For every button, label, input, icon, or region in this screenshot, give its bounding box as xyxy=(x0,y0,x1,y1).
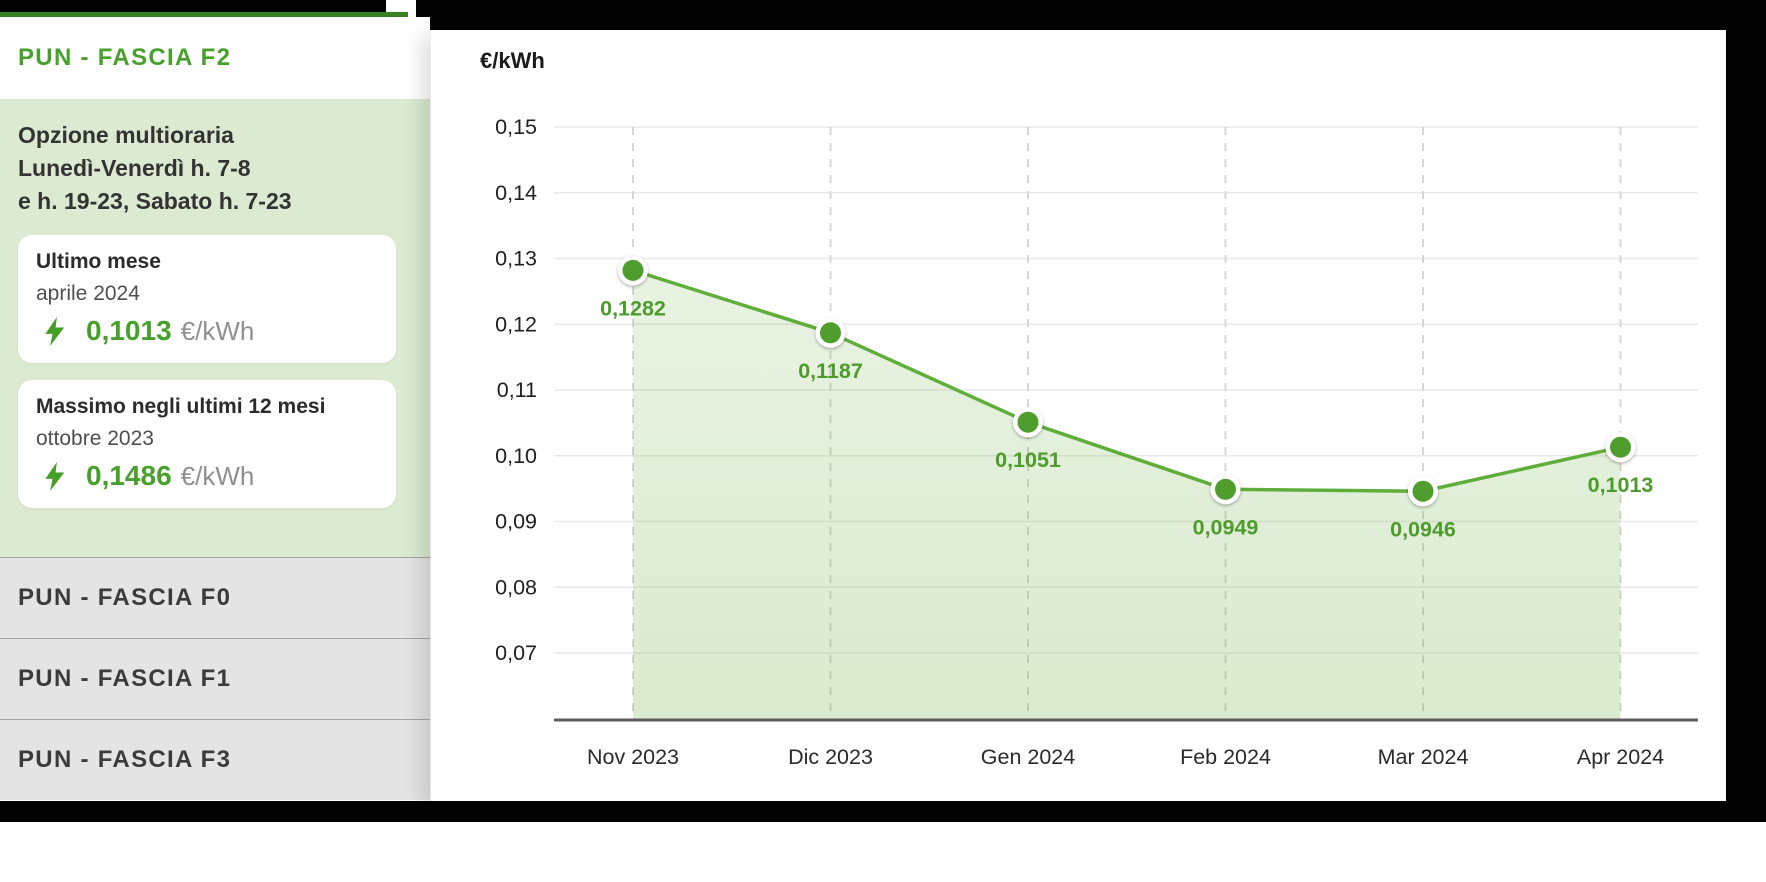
max-12-months-card: Massimo negli ultimi 12 mesi ottobre 202… xyxy=(18,380,396,508)
tab-pun-fascia-f1-label: PUN - FASCIA F1 xyxy=(18,665,232,692)
y-axis-tick: 0,07 xyxy=(495,641,537,665)
tab-pun-fascia-f2[interactable]: PUN - FASCIA F2 xyxy=(0,17,430,99)
y-axis-tick: 0,08 xyxy=(495,575,537,599)
data-point-label: 0,1282 xyxy=(600,296,666,320)
price-value: 0,1486 xyxy=(86,460,172,491)
card-value-row: 0,1486 €/kWh xyxy=(36,460,378,492)
sidebar: PUN - FASCIA F2 Opzione multioraria Lune… xyxy=(0,17,430,801)
card-title: Massimo negli ultimi 12 mesi xyxy=(36,395,326,418)
y-axis-tick: 0,14 xyxy=(495,181,537,205)
data-point-label: 0,1187 xyxy=(798,359,863,383)
y-axis-tick: 0,09 xyxy=(495,510,537,534)
data-point[interactable] xyxy=(1215,478,1236,500)
y-axis-tick: 0,13 xyxy=(495,247,537,271)
chart-panel: 0,15 0,14 0,13 0,12 0,11 0,10 0,09 0,08 0,07 0,12… xyxy=(431,30,1726,801)
tab-pun-fascia-f0-label: PUN - FASCIA F0 xyxy=(18,584,232,611)
data-point[interactable] xyxy=(1610,436,1631,458)
tab-pun-fascia-f2-label: PUN - FASCIA F2 xyxy=(18,44,232,71)
data-point[interactable] xyxy=(1017,411,1039,433)
card-title: Ultimo mese xyxy=(36,250,161,273)
data-point[interactable] xyxy=(622,259,644,281)
card-value-row: 0,1013 €/kWh xyxy=(36,315,378,347)
tab-pun-fascia-f3-label: PUN - FASCIA F3 xyxy=(18,746,232,773)
window-frame-top xyxy=(416,0,1766,30)
data-point-label: 0,1013 xyxy=(1588,473,1654,497)
band-description: Opzione multioraria Lunedì-Venerdì h. 7-… xyxy=(18,119,396,218)
x-axis-tick: Feb 2024 xyxy=(1180,745,1271,769)
price-value: 0,1013 xyxy=(86,315,172,346)
tab-pun-fascia-f1[interactable]: PUN - FASCIA F1 xyxy=(0,638,430,719)
tab-pun-fascia-f0[interactable]: PUN - FASCIA F0 xyxy=(0,557,430,638)
chart-unit-title: €/kWh xyxy=(480,48,545,73)
y-axis-tick: 0,12 xyxy=(495,312,537,336)
y-axis-tick: 0,10 xyxy=(495,444,537,468)
band-description-line: e h. 19-23, Sabato h. 7-23 xyxy=(18,188,292,214)
y-axis-tick: 0,11 xyxy=(497,378,537,402)
x-axis-tick: Mar 2024 xyxy=(1378,745,1469,769)
x-axis-tick: Apr 2024 xyxy=(1577,745,1664,769)
x-axis-tick: Gen 2024 xyxy=(981,745,1075,769)
data-point-label: 0,0946 xyxy=(1390,517,1456,541)
series-area-fill xyxy=(633,270,1621,720)
tab-pun-fascia-f3[interactable]: PUN - FASCIA F3 xyxy=(0,719,430,800)
card-subtitle: aprile 2024 xyxy=(36,282,140,305)
data-point[interactable] xyxy=(1412,480,1434,502)
price-trend-chart: 0,15 0,14 0,13 0,12 0,11 0,10 0,09 0,08 0,07 0,12… xyxy=(495,115,1698,769)
window-frame-top-left xyxy=(0,0,386,12)
latest-month-card: Ultimo mese aprile 2024 0,1013 €/kWh xyxy=(18,235,396,363)
inactive-tabs: PUN - FASCIA F0 PUN - FASCIA F1 PUN - FA… xyxy=(0,557,430,800)
price-unit: €/kWh xyxy=(180,460,255,491)
band-description-line: Lunedì-Venerdì h. 7-8 xyxy=(18,155,251,181)
window-frame-right xyxy=(1726,0,1766,822)
x-axis-tick: Dic 2023 xyxy=(788,745,873,769)
x-axis-tick: Nov 2023 xyxy=(587,745,679,769)
lightning-bolt-icon xyxy=(45,316,65,346)
data-point-label: 0,1051 xyxy=(995,448,1061,472)
window-frame-bottom xyxy=(0,801,1766,822)
band-info-panel: Opzione multioraria Lunedì-Venerdì h. 7-… xyxy=(0,99,430,557)
data-point[interactable] xyxy=(820,322,841,344)
data-point-label: 0,0949 xyxy=(1193,515,1259,539)
y-axis-tick: 0,15 xyxy=(495,115,537,139)
series-line xyxy=(631,268,1623,494)
lightning-bolt-icon xyxy=(45,461,65,491)
band-description-line: Opzione multioraria xyxy=(18,122,234,148)
price-unit: €/kWh xyxy=(180,315,255,346)
active-tab-accent-bar xyxy=(0,12,408,17)
card-subtitle: ottobre 2023 xyxy=(36,427,154,450)
